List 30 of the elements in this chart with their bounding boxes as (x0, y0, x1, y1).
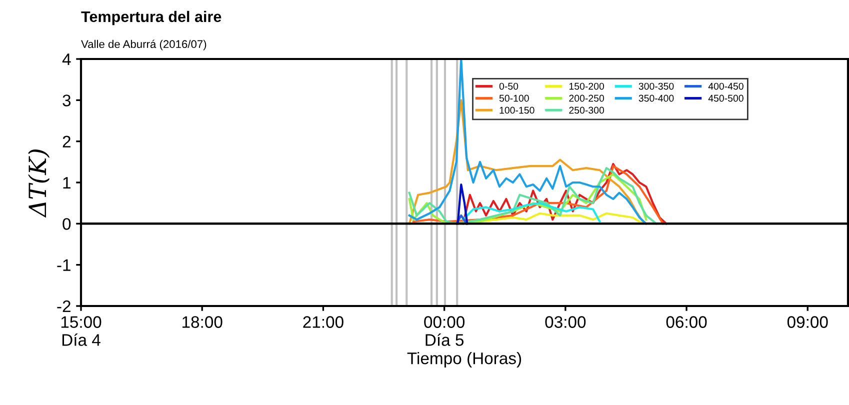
legend-label: 50-100 (499, 94, 529, 102)
x-tick-label: 15:00 Día 4 (61, 316, 102, 346)
x-tick-label: 21:00 (303, 316, 344, 328)
legend-label: 100-150 (500, 106, 534, 114)
x-tick-label: 18:00 (182, 316, 222, 328)
y-axis-title: ΔT(K) (28, 150, 50, 218)
y-tick-label: -2 (57, 300, 70, 312)
y-tick-label: -1 (57, 259, 70, 271)
y-tick-label: 1 (63, 177, 70, 189)
x-axis-title: Tiempo (Horas) (407, 352, 522, 368)
legend-label: 300-350 (638, 82, 674, 90)
x-tick-label: 03:00 (545, 316, 586, 328)
chart-subtitle: Valle de Aburrá (2016/07) (81, 40, 206, 50)
line-series (462, 162, 668, 225)
legend-label: 200-250 (569, 94, 604, 102)
x-tick-label: 09:00 (787, 316, 828, 328)
legend-label: 450-500 (708, 94, 744, 102)
legend-label: 400-450 (708, 82, 744, 90)
legend-label: 150-200 (569, 82, 604, 90)
legend-label: 0-50 (499, 82, 518, 90)
y-tick-label: 3 (62, 94, 71, 106)
chart-title: Tempertura del aire (81, 10, 222, 26)
legend-label: 250-300 (569, 106, 604, 114)
x-tick-label: 06:00 (666, 316, 707, 328)
y-tick-label: 2 (62, 136, 70, 148)
y-tick-label: 4 (62, 54, 71, 66)
x-tick-label: 00:00 Día 5 (424, 316, 465, 346)
line-series (462, 202, 601, 223)
legend-label: 350-400 (638, 94, 674, 102)
y-tick-label: 0 (62, 218, 71, 230)
